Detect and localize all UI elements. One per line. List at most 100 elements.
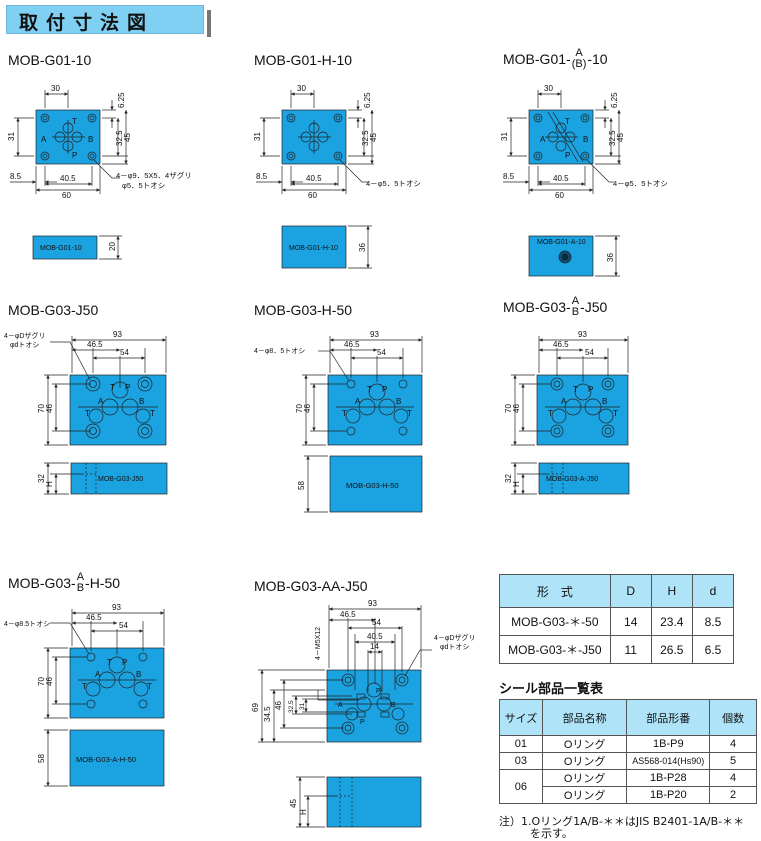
side-label-g01-h: MOB-G01-H-10 [289, 245, 338, 252]
frac-bottom: (B) [571, 58, 587, 70]
g03-ab-h50-side-view [44, 729, 165, 787]
table-row: 03 Oリング AS568-014(Hs90) 5 [499, 752, 757, 770]
note-through: 4－φ8．5トオシ [254, 347, 305, 355]
port-p: P [565, 151, 570, 160]
dim-h: H [299, 809, 308, 815]
g01-ab-side-view [528, 235, 620, 277]
dim-31: 31 [7, 132, 16, 141]
col-model: 形 式 [499, 574, 611, 608]
note-through: φdトオシ [10, 341, 39, 349]
dim-32-5: 32.5 [288, 700, 295, 713]
dim-58: 58 [37, 754, 46, 763]
seal-note-line2: を示す。 [530, 827, 573, 840]
dim-8-5: 8.5 [256, 172, 268, 181]
title-prefix: MOB-G03- [8, 575, 76, 591]
dim-6-25: 6.25 [363, 92, 372, 108]
dim-40-5: 40.5 [367, 632, 383, 641]
port-t: T [147, 682, 152, 691]
dim-8-5: 8.5 [10, 172, 22, 181]
dim-54: 54 [372, 618, 381, 627]
port-b: B [88, 135, 93, 144]
g03-body-ab-j50 [536, 374, 629, 446]
cell-h: 26.5 [650, 635, 693, 664]
port-p: P [376, 688, 381, 695]
port-a: A [561, 397, 567, 406]
cell-part-number: 1B-P28 [626, 769, 711, 787]
g03-aa-j50-top-view [258, 605, 432, 743]
port-t: T [407, 409, 412, 418]
dim-46: 46 [45, 677, 54, 686]
dim-6-25: 6.25 [610, 92, 619, 108]
cell-quantity: 2 [709, 786, 757, 804]
dim-93: 93 [112, 603, 121, 612]
dim-70: 70 [504, 404, 513, 413]
seal-parts-table: サイズ 部品名称 部品形番 個数 01 Oリング 1B-P9 4 03 Oリング… [499, 699, 757, 804]
cell-part-name: Oリング [541, 752, 628, 770]
dim-h: H [512, 481, 521, 487]
side-label-g03-j50: MOB-G03-J50 [98, 476, 143, 483]
dim-40-5: 40.5 [306, 174, 322, 183]
title-fraction: A (B) [572, 48, 587, 70]
dim-14: 14 [370, 642, 379, 651]
cell-size: 01 [499, 735, 543, 753]
col-part-number: 部品形番 [626, 699, 711, 736]
port-p: P [122, 658, 127, 667]
port-a: A [98, 397, 104, 406]
title-mob-g03-ab-h-50: MOB-G03-A B-H-50 [8, 572, 120, 594]
note-through: 4－φ5．5トオシ [366, 179, 421, 188]
dim-31: 31 [253, 132, 262, 141]
dim-93: 93 [113, 330, 122, 339]
g03-h50-top-view [302, 336, 423, 446]
section-title: 取付寸法図 [19, 12, 155, 34]
cell-quantity: 4 [709, 735, 757, 753]
g01-h-top-view [256, 90, 374, 194]
g01-side-h [281, 225, 347, 269]
cell-size: 06 [499, 769, 543, 804]
port-p: P [588, 385, 593, 394]
port-t: T [85, 409, 90, 418]
dim-45: 45 [123, 133, 132, 142]
g03-body-ab-h50 [69, 647, 165, 719]
dim-34-5: 34.5 [263, 706, 272, 722]
note-through: 4－φ8.5トオシ [4, 620, 50, 628]
dim-93: 93 [368, 599, 377, 608]
dim-36: 36 [358, 243, 367, 252]
dim-46-5: 46.5 [87, 340, 103, 349]
dim-58: 58 [297, 481, 306, 490]
dim-93: 93 [578, 330, 587, 339]
port-t: T [613, 409, 618, 418]
port-b: B [136, 670, 141, 679]
g01-h-side-view [281, 225, 372, 269]
dim-45: 45 [369, 133, 378, 142]
col-part-name: 部品名称 [541, 699, 628, 736]
dim-46: 46 [274, 701, 283, 710]
dim-36: 36 [606, 253, 615, 262]
note-counterbore: 4－φDザグリ [434, 633, 476, 642]
dim-69: 69 [251, 703, 260, 712]
cell-model: MOB-G03-＊-50 [499, 607, 611, 636]
dim-46-5: 46.5 [340, 610, 356, 619]
section-header: 取付寸法図 [6, 5, 211, 37]
col-d: D [609, 574, 652, 608]
port-b: B [396, 397, 401, 406]
dim-30: 30 [544, 84, 553, 93]
title-mob-g03-h-50: MOB-G03-H-50 [254, 302, 353, 318]
dim-30: 30 [297, 84, 306, 93]
seal-note-line1: 注）1.Oリング1A/B-＊＊はJIS B2401-1A/B-＊＊ [499, 815, 745, 828]
frac-bottom: B [76, 582, 85, 594]
dim-54: 54 [120, 348, 129, 357]
frac-bottom: B [571, 306, 580, 318]
header-shadow [207, 10, 211, 37]
side-label-g03-h50: MOB-G03-H-50 [346, 481, 399, 490]
g03-ab-j50-top-view [511, 336, 629, 446]
port-t: T [110, 383, 115, 392]
port-t: T [548, 409, 553, 418]
cell-d: 14 [609, 607, 652, 636]
seal-table-title: シール部品一覧表 [499, 682, 604, 697]
dim-30: 30 [51, 84, 60, 93]
port-t: T [565, 117, 570, 126]
dim-70: 70 [37, 677, 46, 686]
title-prefix: MOB-G01- [503, 51, 571, 67]
dim-70: 70 [37, 404, 46, 413]
